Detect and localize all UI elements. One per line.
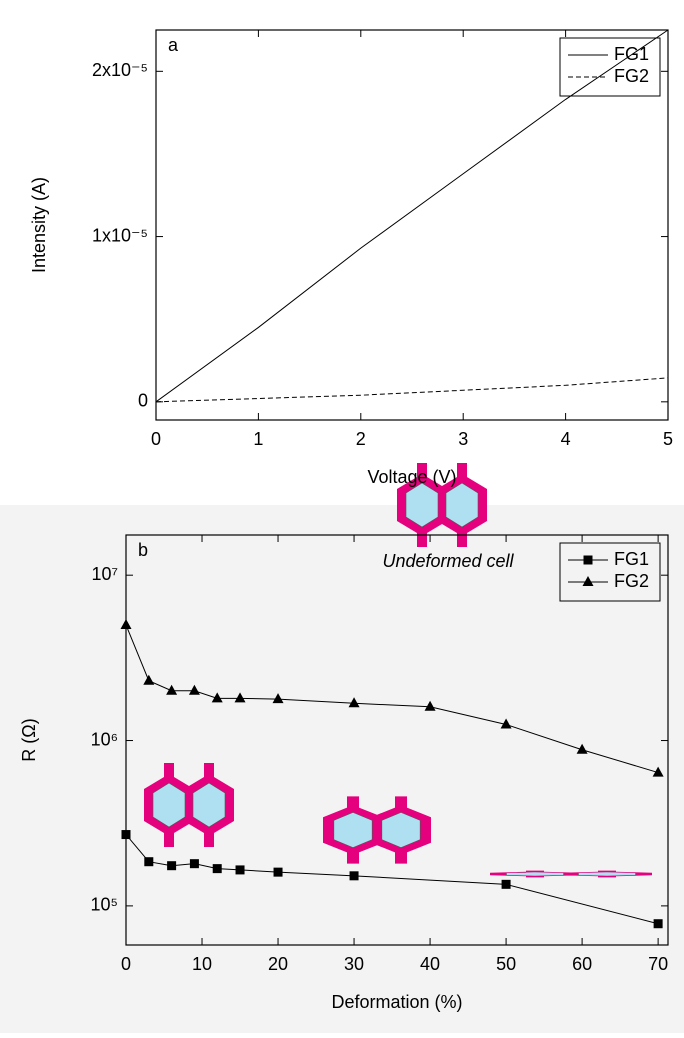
marker [121, 830, 131, 840]
marker [576, 743, 588, 754]
marker [500, 718, 512, 729]
x-tick-label: 40 [420, 954, 440, 974]
y-tick-label: 0 [138, 391, 148, 411]
marker [143, 674, 155, 685]
marker [144, 857, 154, 867]
x-tick-label: 20 [268, 954, 288, 974]
marker [120, 618, 132, 629]
y-tick-label: 2x10⁻⁵ [92, 60, 148, 80]
legend-label: FG1 [614, 44, 649, 64]
marker [189, 859, 199, 869]
plot-frame [155, 29, 669, 421]
x-axis-label: Voltage (V) [367, 467, 456, 487]
y-tick-label: 1x10⁻⁵ [92, 225, 148, 245]
y-tick-label: 10⁷ [91, 564, 118, 584]
marker [652, 766, 664, 777]
marker [212, 864, 222, 874]
x-tick-label: 1 [253, 429, 263, 449]
marker [653, 919, 663, 929]
marker [272, 693, 284, 704]
panel-label: b [138, 540, 148, 560]
panel-label: a [168, 35, 179, 55]
marker [582, 576, 594, 586]
marker [349, 871, 359, 881]
x-tick-label: 50 [496, 954, 516, 974]
x-axis-label: Deformation (%) [331, 992, 462, 1012]
series-line [155, 377, 669, 403]
y-axis-label: R (Ω) [19, 718, 39, 761]
legend-label: FG2 [614, 571, 649, 591]
marker [273, 867, 283, 877]
y-axis-label: Intensity (A) [29, 177, 49, 273]
legend-box [559, 542, 661, 602]
x-tick-label: 5 [663, 429, 673, 449]
series-line [125, 624, 659, 774]
x-tick-label: 60 [572, 954, 592, 974]
marker [235, 865, 245, 875]
marker [348, 697, 360, 708]
x-tick-label: 2 [356, 429, 366, 449]
x-tick-label: 4 [561, 429, 571, 449]
legend-box [559, 37, 661, 97]
x-tick-label: 30 [344, 954, 364, 974]
legend-label: FG2 [614, 66, 649, 86]
marker [211, 692, 223, 703]
series-line [155, 29, 669, 403]
y-tick-label: 10⁶ [91, 729, 118, 749]
x-tick-label: 10 [192, 954, 212, 974]
plot-frame [125, 534, 669, 946]
marker [166, 684, 178, 695]
legend-label: FG1 [614, 549, 649, 569]
marker [188, 684, 200, 695]
annotation: Undeformed cell [382, 551, 514, 571]
x-tick-label: 70 [648, 954, 668, 974]
y-tick-label: 10⁵ [91, 895, 118, 915]
x-tick-label: 3 [458, 429, 468, 449]
marker [583, 555, 593, 565]
marker [234, 692, 246, 703]
x-tick-label: 0 [151, 429, 161, 449]
series-line [125, 834, 659, 925]
marker [501, 879, 511, 889]
marker [167, 861, 177, 871]
marker [424, 700, 436, 711]
x-tick-label: 0 [121, 954, 131, 974]
